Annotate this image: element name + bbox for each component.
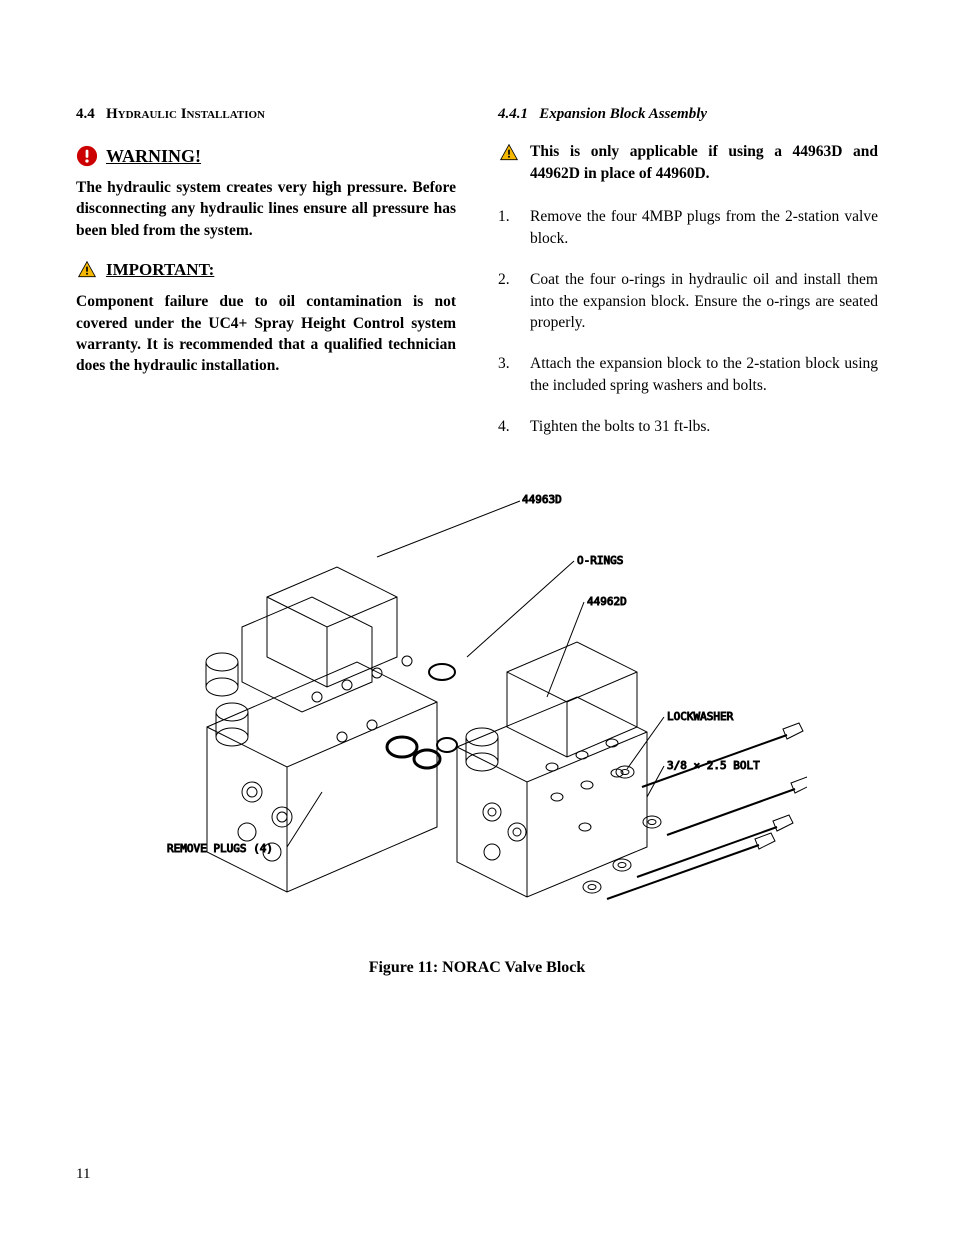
caution-triangle-icon [498, 142, 520, 164]
list-item: Attach the expansion block to the 2-stat… [498, 353, 878, 396]
right-block [457, 642, 647, 897]
two-column-layout: 4.4 Hydraulic Installation WARNING! The … [76, 106, 878, 457]
subsection-title: Expansion Block Assembly [539, 106, 707, 122]
label-44963D: 44963D [522, 493, 562, 506]
left-column: 4.4 Hydraulic Installation WARNING! The … [76, 106, 456, 457]
valve-block-diagram: 44963D O-RINGS 44962D LOCKWASHER 3/8 × 2… [147, 487, 807, 947]
label-44962D: 44962D [587, 595, 627, 608]
figure-area: 44963D O-RINGS 44962D LOCKWASHER 3/8 × 2… [76, 487, 878, 977]
important-callout: IMPORTANT: [76, 259, 456, 281]
figure-caption: Figure 11: NORAC Valve Block [369, 959, 586, 977]
label-lockwasher: LOCKWASHER [667, 710, 734, 723]
section-number: 4.4 [76, 106, 95, 122]
warning-circle-icon [76, 145, 98, 167]
bolts [607, 723, 807, 899]
label-remove-plugs: REMOVE PLUGS (4) [167, 842, 273, 855]
o-rings [387, 664, 457, 768]
caution-triangle-icon [76, 259, 98, 281]
note-callout: This is only applicable if using a 44963… [498, 141, 878, 184]
subsection-heading: 4.4.1 Expansion Block Assembly [498, 106, 878, 123]
important-body: Component failure due to oil contaminati… [76, 291, 456, 377]
list-item: Remove the four 4MBP plugs from the 2-st… [498, 206, 878, 249]
section-title: Hydraulic Installation [106, 106, 265, 122]
steps-list: Remove the four 4MBP plugs from the 2-st… [498, 206, 878, 437]
list-item: Tighten the bolts to 31 ft-lbs. [498, 416, 878, 437]
list-item: Coat the four o-rings in hydraulic oil a… [498, 269, 878, 333]
note-text: This is only applicable if using a 44963… [530, 141, 878, 184]
warning-callout: WARNING! [76, 145, 456, 167]
warning-body: The hydraulic system creates very high p… [76, 177, 456, 241]
page-number: 11 [76, 1166, 90, 1183]
subsection-number: 4.4.1 [498, 106, 528, 122]
important-label: IMPORTANT: [106, 260, 214, 280]
warning-label: WARNING! [106, 146, 201, 167]
section-heading: 4.4 Hydraulic Installation [76, 106, 456, 123]
right-column: 4.4.1 Expansion Block Assembly This is o… [498, 106, 878, 457]
label-orings: O-RINGS [577, 554, 623, 567]
